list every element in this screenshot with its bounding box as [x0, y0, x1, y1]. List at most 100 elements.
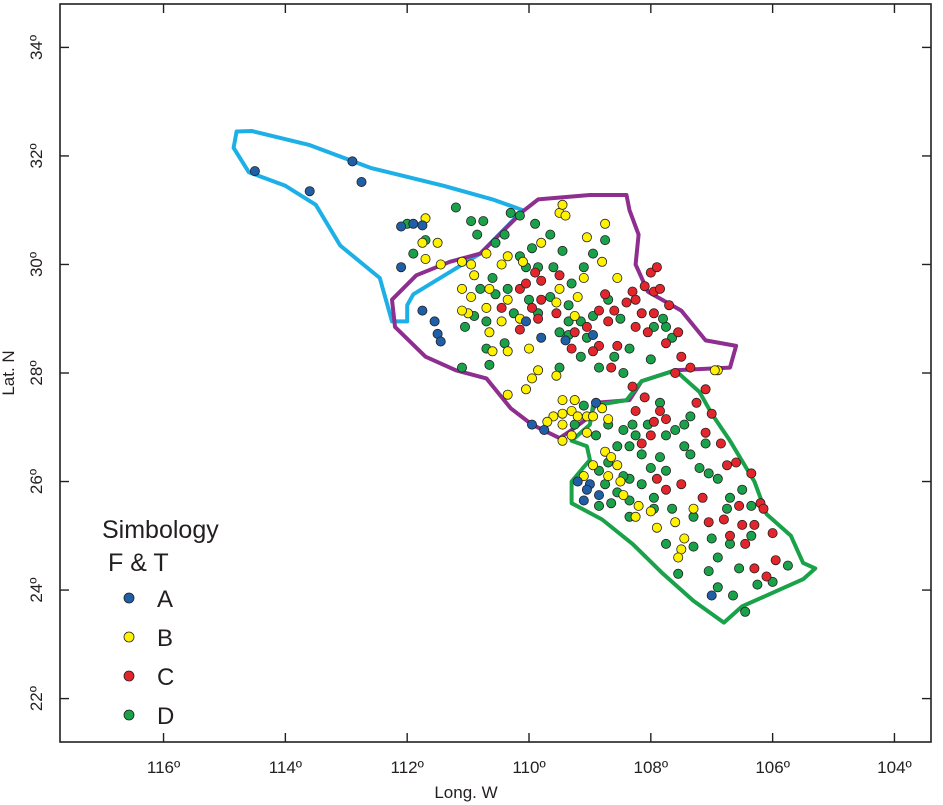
- station-point-b: [603, 471, 614, 482]
- station-point-c: [749, 519, 760, 530]
- station-point-c: [734, 500, 745, 511]
- station-point-d: [712, 473, 723, 484]
- station-point-d: [459, 321, 470, 332]
- station-point-a: [417, 305, 428, 316]
- station-point-d: [624, 441, 635, 452]
- station-point-b: [557, 419, 568, 430]
- station-point-b: [554, 283, 565, 294]
- station-point-b: [612, 460, 623, 471]
- station-point-d: [456, 362, 467, 373]
- station-point-a: [588, 329, 599, 340]
- station-point-c: [703, 517, 714, 528]
- station-point-c: [621, 297, 632, 308]
- station-point-b: [557, 435, 568, 446]
- station-point-c: [700, 384, 711, 395]
- station-point-b: [502, 294, 513, 305]
- station-point-d: [472, 229, 483, 240]
- station-point-b: [600, 218, 611, 229]
- station-point-b: [578, 272, 589, 283]
- station-point-a: [304, 186, 315, 197]
- station-point-d: [667, 503, 678, 514]
- station-point-d: [612, 441, 623, 452]
- station-point-d: [566, 278, 577, 289]
- stations-layer: [249, 156, 793, 617]
- station-point-d: [505, 207, 516, 218]
- legend-label-b: B: [157, 625, 173, 652]
- station-point-c: [606, 362, 617, 373]
- station-point-a: [521, 316, 532, 327]
- station-point-d: [658, 313, 669, 324]
- station-point-d: [670, 424, 681, 435]
- station-point-b: [588, 411, 599, 422]
- station-point-c: [651, 473, 662, 484]
- x-tick-label: 110º: [512, 758, 545, 777]
- station-point-d: [563, 300, 574, 311]
- station-point-c: [718, 514, 729, 525]
- station-point-a: [417, 220, 428, 231]
- legend-marker-d: [123, 709, 135, 721]
- station-point-d: [746, 530, 757, 541]
- station-point-c: [673, 327, 684, 338]
- station-point-d: [554, 327, 565, 338]
- station-point-d: [481, 316, 492, 327]
- x-tick-label: 116º: [147, 758, 180, 777]
- station-point-d: [548, 262, 559, 273]
- station-point-b: [606, 452, 617, 463]
- station-point-d: [591, 430, 602, 441]
- station-point-d: [408, 248, 419, 259]
- station-point-d: [636, 479, 647, 490]
- station-point-c: [627, 381, 638, 392]
- station-point-b: [496, 316, 507, 327]
- station-point-c: [758, 503, 769, 514]
- station-point-d: [706, 533, 717, 544]
- station-point-d: [782, 560, 793, 571]
- station-point-c: [600, 289, 611, 300]
- station-point-b: [484, 327, 495, 338]
- station-point-c: [661, 484, 672, 495]
- station-point-b: [581, 427, 592, 438]
- station-point-a: [560, 335, 571, 346]
- station-point-c: [594, 305, 605, 316]
- station-point-b: [679, 533, 690, 544]
- station-point-a: [527, 419, 538, 430]
- station-point-b: [456, 256, 467, 267]
- station-point-c: [645, 430, 656, 441]
- legend-marker-a: [123, 592, 135, 604]
- station-point-c: [630, 405, 641, 416]
- station-point-d: [685, 449, 696, 460]
- station-point-b: [670, 517, 681, 528]
- station-point-c: [581, 321, 592, 332]
- y-axis-title: Lat. N: [0, 350, 18, 395]
- station-point-c: [655, 405, 666, 416]
- station-point-b: [435, 259, 446, 270]
- station-point-c: [746, 468, 757, 479]
- station-point-b: [456, 305, 467, 316]
- station-point-d: [530, 218, 541, 229]
- station-point-b: [572, 291, 583, 302]
- station-point-d: [627, 419, 638, 430]
- station-point-d: [514, 210, 525, 221]
- station-point-a: [408, 218, 419, 229]
- station-point-d: [645, 462, 656, 473]
- station-point-d: [661, 538, 672, 549]
- station-point-b: [517, 256, 528, 267]
- x-axis-title: Long. W: [434, 783, 497, 802]
- station-point-d: [502, 283, 513, 294]
- station-point-b: [521, 384, 532, 395]
- x-tick-label: 108º: [634, 758, 669, 777]
- station-point-b: [466, 291, 477, 302]
- station-point-d: [655, 452, 666, 463]
- station-point-b: [487, 346, 498, 357]
- station-point-b: [612, 272, 623, 283]
- station-point-c: [770, 555, 781, 566]
- station-point-d: [722, 503, 733, 514]
- region-outline-south: [569, 368, 818, 625]
- station-point-c: [685, 362, 696, 373]
- ticks-layer: 116º 114º 112º 110º 108º 106º 104º 34º 32º 30º 28º…: [27, 4, 931, 777]
- station-point-c: [767, 528, 778, 539]
- station-point-d: [630, 430, 641, 441]
- station-point-b: [630, 511, 641, 522]
- station-point-d: [588, 248, 599, 259]
